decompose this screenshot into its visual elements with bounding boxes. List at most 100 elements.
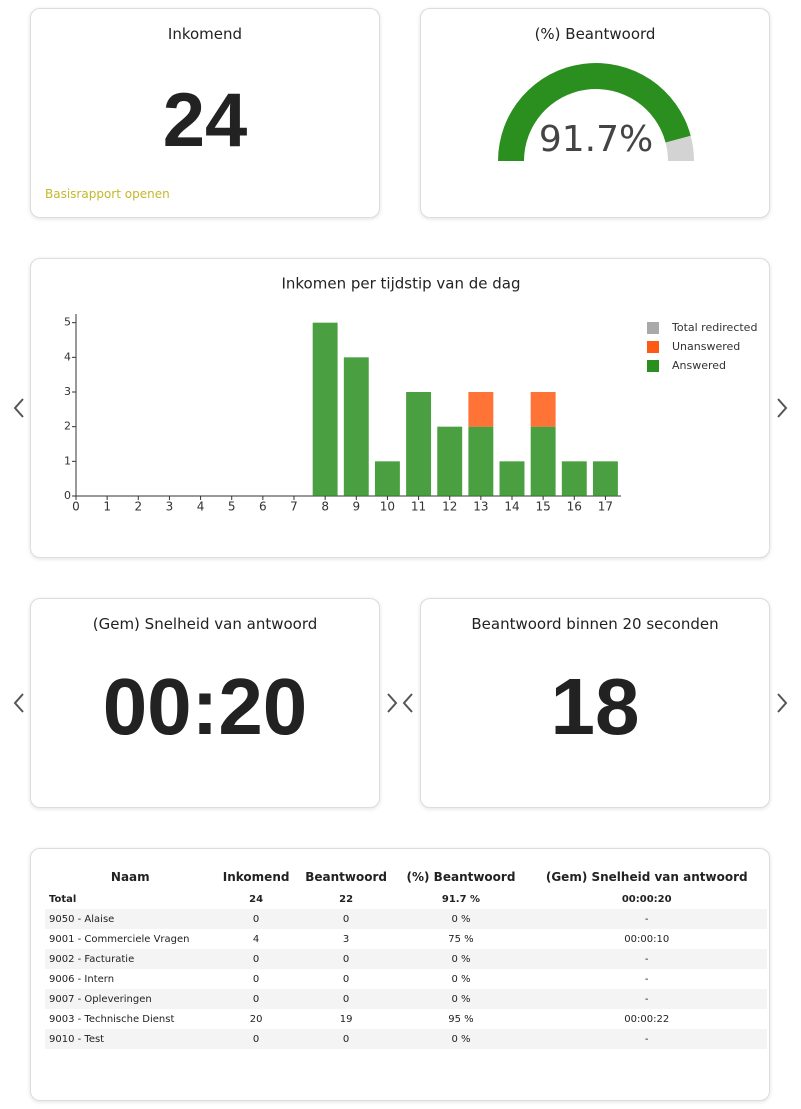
table-row: 9010 - Test 0 0 0 % - [45,1029,767,1049]
table-cell: 24 [249,893,264,905]
column-header: Naam [110,870,150,884]
card-title: (%) Beantwoord [534,25,656,43]
bar [343,357,369,496]
table-cell: - [644,953,649,965]
table-cell: 9001 - Commerciele Vragen [49,933,190,945]
card-title: Beantwoord binnen 20 seconden [471,615,719,633]
y-tick-label: 2 [64,420,71,433]
table-cell: 00:00:20 [621,893,672,905]
table-cell: 0 % [451,953,471,965]
table-cell: - [644,993,649,1005]
column-header: Inkomend [222,870,290,884]
bar [312,322,338,496]
table-cell: 9050 - Alaise [49,913,115,925]
next-arrow[interactable] [777,398,788,418]
table-cell: 0 [252,973,260,985]
table-cell: 95 % [448,1013,474,1025]
table-cell: Total [49,893,77,905]
bar [530,426,556,496]
x-tick-label: 2 [134,500,142,514]
y-tick-label: 5 [64,316,71,329]
table-cell: 0 [342,993,350,1005]
within-20s-card: Beantwoord binnen 20 seconden 18 [420,598,770,808]
table-cell: 0 [252,993,260,1005]
x-tick-label: 1 [103,500,111,514]
bar [499,461,525,496]
table-cell: 0 % [451,973,471,985]
table-cell: 0 [252,1033,260,1045]
stats-table: Naam Inkomend Beantwoord (%) Beantwoord (Gem… [45,865,767,1049]
table-cell: 19 [339,1013,353,1025]
next-arrow[interactable] [777,693,788,713]
table-cell: 0 % [451,1033,471,1045]
table-row: 9006 - Intern 0 0 0 % - [45,969,767,989]
table-cell: 9010 - Test [49,1033,105,1045]
legend-swatch [647,322,659,334]
x-tick-label: 17 [598,500,613,514]
x-tick-label: 8 [321,500,329,514]
x-tick-label: 9 [352,500,360,514]
table-cell: 0 [342,953,350,965]
card-title: Inkomend [167,25,243,43]
x-tick-label: 15 [536,500,551,514]
column-header: (%) Beantwoord [406,870,516,884]
table-row: 9001 - Commerciele Vragen 4 3 75 % 00:00:10 [45,929,767,949]
table-cell: 0 [342,973,350,985]
x-tick-label: 3 [166,500,174,514]
gauge-card: (%) Beantwoord 91.7% [420,8,770,218]
legend-swatch [647,341,659,353]
table-cell: - [644,913,649,925]
x-tick-label: 0 [72,500,80,514]
legend-label: Total redirected [671,321,757,334]
x-tick-label: 14 [504,500,519,514]
card-title: (Gem) Snelheid van antwoord [92,615,318,633]
table-cell: 0 % [451,993,471,1005]
next-arrow[interactable] [387,693,398,713]
x-tick-label: 10 [380,500,395,514]
header-row: Naam Inkomend Beantwoord (%) Beantwoord (Gem… [45,865,767,889]
table-cell: 0 [342,913,350,925]
table-cell: - [644,973,649,985]
table-cell: - [644,1033,649,1045]
legend-label: Answered [672,359,726,372]
x-tick-label: 4 [197,500,205,514]
bar [468,392,494,427]
x-tick-label: 11 [411,500,426,514]
card-value: 18 [550,662,640,751]
prev-arrow[interactable] [13,398,24,418]
table-cell: 0 [252,913,260,925]
chart-title: Inkomen per tijdstip van de dag [281,275,520,293]
incoming-card: Inkomend 24 Basisrapport openen [30,8,380,218]
table-cell: 0 [252,953,260,965]
y-tick-label: 1 [64,454,71,467]
table-cell: 22 [339,893,354,905]
x-tick-label: 13 [473,500,488,514]
x-tick-label: 7 [290,500,298,514]
table-cell: 3 [342,933,350,945]
table-cell: 9006 - Intern [49,973,115,985]
table-cell: 9003 - Technische Dienst [49,1013,175,1025]
bar [592,461,618,496]
x-tick-label: 16 [567,500,582,514]
table-row: 9002 - Facturatie 0 0 0 % - [45,949,767,969]
table-cell: 91.7 % [441,893,481,905]
gauge-value: 91.7% [539,119,653,160]
bar [437,426,463,496]
table-cell: 9007 - Opleveringen [49,993,152,1005]
x-tick-label: 6 [259,500,267,514]
table-cell: 20 [249,1013,263,1025]
x-tick-label: 5 [228,500,236,514]
table-cell: 00:00:22 [624,1013,670,1025]
legend-swatch [647,360,659,372]
report-link[interactable]: Basisrapport openen [45,187,170,201]
column-header: Beantwoord [305,870,387,884]
table-row: Total 24 22 91.7 % 00:00:20 [45,889,767,909]
prev-arrow[interactable] [13,693,24,713]
bar [530,392,556,427]
speed-card: (Gem) Snelheid van antwoord 00:20 [30,598,380,808]
prev-arrow[interactable] [402,693,413,713]
gauge-rest [665,135,694,161]
gauge-arc [498,63,691,161]
